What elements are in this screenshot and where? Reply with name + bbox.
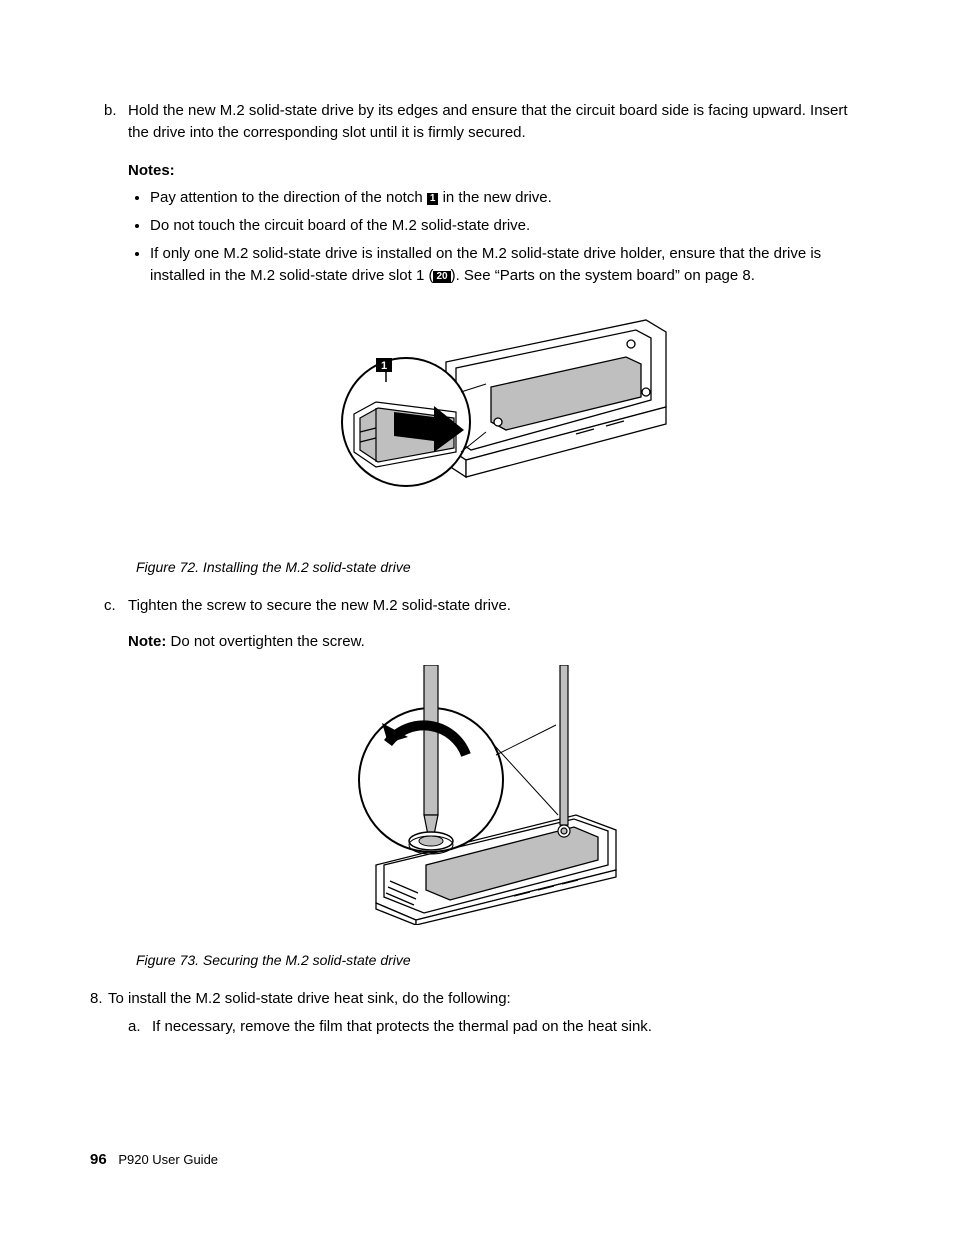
step-8-list: To install the M.2 solid-state drive hea…	[90, 988, 864, 1038]
note-text: Do not overtighten the screw.	[166, 633, 364, 650]
notes-label: Notes:	[128, 160, 864, 182]
step-c-text: Tighten the screw to secure the new M.2 …	[128, 597, 511, 614]
step-8-sub: If necessary, remove the film that prote…	[108, 1016, 864, 1038]
bullet-1-pre: Pay attention to the direction of the no…	[150, 189, 427, 206]
step-list-alpha: Hold the new M.2 solid-state drive by it…	[90, 100, 864, 539]
fig72-callout-label: 1	[381, 360, 387, 372]
callout-1: 1	[427, 193, 439, 205]
figure-73-illustration	[316, 665, 676, 925]
page-number: 96	[90, 1151, 107, 1168]
note-label: Note:	[128, 633, 166, 650]
step-c: Tighten the screw to secure the new M.2 …	[128, 595, 864, 931]
step-b: Hold the new M.2 solid-state drive by it…	[128, 100, 864, 539]
step-8: To install the M.2 solid-state drive hea…	[108, 988, 864, 1038]
bullet-2-text: Do not touch the circuit board of the M.…	[150, 217, 530, 234]
step-8-text: To install the M.2 solid-state drive hea…	[108, 990, 511, 1007]
figure-73-caption: Figure 73. Securing the M.2 solid-state …	[136, 950, 864, 970]
page-footer: 96 P920 User Guide	[90, 1149, 218, 1171]
step-8a: If necessary, remove the film that prote…	[152, 1016, 864, 1038]
note-bullet-2: Do not touch the circuit board of the M.…	[150, 215, 864, 237]
note-bullet-1: Pay attention to the direction of the no…	[150, 187, 864, 209]
step-list-alpha-2: Tighten the screw to secure the new M.2 …	[90, 595, 864, 931]
step-b-text: Hold the new M.2 solid-state drive by it…	[128, 102, 848, 141]
bullet-3-post: ). See “Parts on the system board” on pa…	[451, 267, 755, 284]
step-8a-text: If necessary, remove the film that prote…	[152, 1018, 652, 1035]
figure-72-wrap: 1	[128, 302, 864, 539]
bullet-1-post: in the new drive.	[438, 189, 551, 206]
note-bullet-3: If only one M.2 solid-state drive is ins…	[150, 243, 864, 287]
document-page: Hold the new M.2 solid-state drive by it…	[0, 0, 954, 1235]
figure-72-caption: Figure 72. Installing the M.2 solid-stat…	[136, 557, 864, 577]
step-c-note: Note: Do not overtighten the screw.	[128, 631, 864, 653]
figure-73-wrap	[128, 665, 864, 932]
figure-72-illustration: 1	[316, 302, 676, 532]
notes-bullets: Pay attention to the direction of the no…	[128, 187, 864, 286]
callout-20: 20	[433, 271, 450, 283]
doc-title: P920 User Guide	[118, 1152, 218, 1167]
